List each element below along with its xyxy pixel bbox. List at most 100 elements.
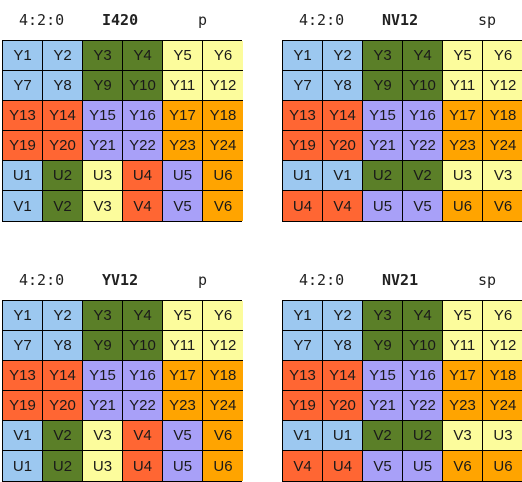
luma-sample-cell: Y15 — [363, 361, 403, 391]
plane-type-label: sp — [478, 11, 497, 29]
subsampling-label: 4:2:0 — [19, 11, 65, 29]
luma-sample-cell: Y7 — [283, 331, 323, 361]
luma-sample-cell: Y4 — [123, 301, 163, 331]
luma-sample-cell: Y21 — [83, 391, 123, 421]
chroma-v-sample-cell: V2 — [403, 161, 443, 191]
panel-header: 4:2:0 YV12 p — [2, 260, 242, 300]
luma-sample-cell: Y6 — [483, 41, 522, 71]
luma-sample-cell: Y13 — [3, 101, 43, 131]
plane-grid: Y1 Y2 Y3 Y4 Y5 Y6 Y7 Y8 Y9 Y10 Y11 Y12 Y13 Y14 Y15 Y16 Y… — [282, 40, 522, 222]
plane-grid: Y1 Y2 Y3 Y4 Y5 Y6 Y7 Y8 Y9 Y10 Y11 Y12 Y13 Y14 Y15 Y16 Y… — [2, 300, 243, 482]
luma-sample-cell: Y9 — [83, 331, 123, 361]
panel-i420: 4:2:0 I420 p Y1 Y2 Y3 Y4 Y5 Y6 Y7 Y8 Y9 Y10 Y11 Y12… — [2, 0, 243, 222]
luma-sample-cell: Y16 — [403, 101, 443, 131]
luma-sample-cell: Y20 — [323, 131, 363, 161]
chroma-u-sample-cell: U2 — [403, 421, 443, 451]
luma-sample-cell: Y11 — [163, 331, 203, 361]
luma-sample-cell: Y16 — [123, 101, 163, 131]
chroma-u-sample-cell: U6 — [483, 451, 522, 481]
luma-sample-cell: Y5 — [163, 41, 203, 71]
chroma-u-sample-cell: U5 — [163, 451, 203, 481]
luma-sample-cell: Y15 — [83, 361, 123, 391]
subsampling-label: 4:2:0 — [299, 271, 345, 289]
luma-sample-cell: Y21 — [363, 391, 403, 421]
chroma-v-sample-cell: V1 — [323, 161, 363, 191]
luma-sample-cell: Y4 — [123, 41, 163, 71]
luma-sample-cell: Y5 — [443, 301, 483, 331]
luma-sample-cell: Y2 — [43, 301, 83, 331]
luma-sample-cell: Y1 — [283, 301, 323, 331]
chroma-u-sample-cell: U4 — [123, 161, 163, 191]
chroma-v-sample-cell: V4 — [123, 421, 163, 451]
luma-sample-cell: Y8 — [43, 331, 83, 361]
luma-sample-cell: Y11 — [443, 71, 483, 101]
luma-sample-cell: Y22 — [403, 391, 443, 421]
chroma-u-sample-cell: U6 — [203, 451, 243, 481]
chroma-v-sample-cell: V5 — [363, 451, 403, 481]
luma-sample-cell: Y10 — [403, 71, 443, 101]
chroma-v-sample-cell: V4 — [123, 191, 163, 221]
luma-sample-cell: Y23 — [443, 131, 483, 161]
luma-sample-cell: Y19 — [283, 131, 323, 161]
luma-sample-cell: Y9 — [363, 71, 403, 101]
luma-sample-cell: Y7 — [3, 331, 43, 361]
chroma-u-sample-cell: U3 — [443, 161, 483, 191]
luma-sample-cell: Y18 — [483, 361, 522, 391]
panel-yv12: 4:2:0 YV12 p Y1 Y2 Y3 Y4 Y5 Y6 Y7 Y8 Y9 Y10 Y11 Y12… — [2, 260, 243, 482]
subsampling-label: 4:2:0 — [299, 11, 345, 29]
luma-sample-cell: Y13 — [3, 361, 43, 391]
luma-sample-cell: Y20 — [43, 131, 83, 161]
chroma-v-sample-cell: V2 — [43, 191, 83, 221]
luma-sample-cell: Y9 — [363, 331, 403, 361]
panel-nv12: 4:2:0 NV12 sp Y1 Y2 Y3 Y4 Y5 Y6 Y7 Y8 Y9 Y10 Y11 Y1… — [282, 0, 522, 222]
luma-sample-cell: Y18 — [483, 101, 522, 131]
chroma-u-sample-cell: U3 — [83, 451, 123, 481]
luma-sample-cell: Y24 — [203, 131, 243, 161]
format-name: NV12 — [382, 11, 419, 29]
luma-sample-cell: Y22 — [123, 131, 163, 161]
format-name: I420 — [102, 11, 139, 29]
chroma-v-sample-cell: V6 — [483, 191, 522, 221]
subsampling-label: 4:2:0 — [19, 271, 65, 289]
luma-sample-cell: Y14 — [323, 101, 363, 131]
plane-type-label: p — [198, 271, 208, 289]
chroma-v-sample-cell: V3 — [443, 421, 483, 451]
luma-sample-cell: Y14 — [323, 361, 363, 391]
chroma-u-sample-cell: U1 — [323, 421, 363, 451]
luma-sample-cell: Y2 — [323, 41, 363, 71]
chroma-v-sample-cell: V5 — [403, 191, 443, 221]
luma-sample-cell: Y12 — [483, 71, 522, 101]
luma-sample-cell: Y19 — [283, 391, 323, 421]
chroma-u-sample-cell: U4 — [123, 451, 163, 481]
chroma-u-sample-cell: U3 — [83, 161, 123, 191]
luma-sample-cell: Y11 — [443, 331, 483, 361]
plane-type-label: p — [198, 11, 208, 29]
luma-sample-cell: Y3 — [363, 301, 403, 331]
panel-header: 4:2:0 I420 p — [2, 0, 242, 40]
luma-sample-cell: Y23 — [163, 391, 203, 421]
panel-header: 4:2:0 NV12 sp — [282, 0, 522, 40]
luma-sample-cell: Y15 — [363, 101, 403, 131]
luma-sample-cell: Y11 — [163, 71, 203, 101]
chroma-v-sample-cell: V1 — [3, 421, 43, 451]
chroma-u-sample-cell: U1 — [283, 161, 323, 191]
plane-type-label: sp — [478, 271, 497, 289]
format-name: YV12 — [102, 271, 139, 289]
luma-sample-cell: Y4 — [403, 301, 443, 331]
chroma-v-sample-cell: V3 — [83, 421, 123, 451]
luma-sample-cell: Y3 — [83, 41, 123, 71]
chroma-u-sample-cell: U2 — [43, 161, 83, 191]
luma-sample-cell: Y19 — [3, 391, 43, 421]
luma-sample-cell: Y13 — [283, 101, 323, 131]
luma-sample-cell: Y19 — [3, 131, 43, 161]
luma-sample-cell: Y4 — [403, 41, 443, 71]
luma-sample-cell: Y2 — [43, 41, 83, 71]
luma-sample-cell: Y6 — [483, 301, 522, 331]
luma-sample-cell: Y5 — [163, 301, 203, 331]
luma-sample-cell: Y10 — [123, 331, 163, 361]
luma-sample-cell: Y8 — [43, 71, 83, 101]
chroma-v-sample-cell: V3 — [483, 161, 522, 191]
panel-nv21: 4:2:0 NV21 sp Y1 Y2 Y3 Y4 Y5 Y6 Y7 Y8 Y9 Y10 Y11 Y1… — [282, 260, 522, 482]
chroma-u-sample-cell: U3 — [483, 421, 522, 451]
luma-sample-cell: Y10 — [403, 331, 443, 361]
